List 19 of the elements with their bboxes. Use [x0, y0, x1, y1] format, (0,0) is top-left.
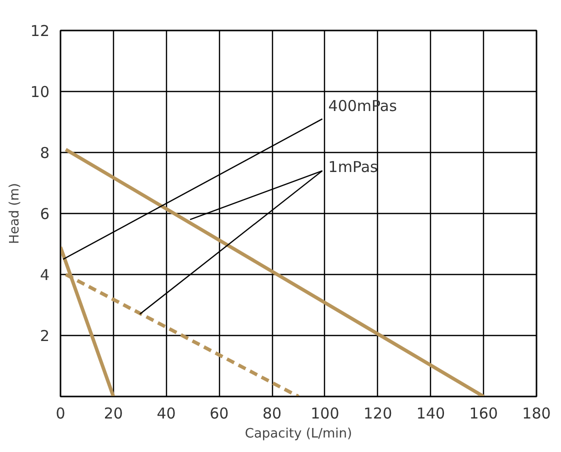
x-tick-label: 160: [469, 404, 498, 422]
y-tick-label: 2: [40, 327, 50, 345]
x-tick-label: 60: [210, 404, 229, 422]
y-tick-label: 10: [30, 83, 50, 101]
y-tick-label: 12: [30, 22, 50, 40]
y-tick-label: 8: [40, 144, 50, 162]
x-tick-label: 180: [522, 404, 551, 422]
x-tick-label: 0: [56, 404, 66, 422]
y-axis-title: Head (m): [7, 183, 22, 244]
x-tick-label: 120: [364, 404, 392, 422]
y-tick-label: 6: [40, 205, 50, 223]
x-tick-label: 80: [262, 404, 282, 422]
annotation: 1mPas: [328, 158, 378, 176]
y-tick-label: 4: [40, 266, 50, 284]
x-tick-label: 20: [104, 404, 123, 422]
x-tick-label: 40: [156, 404, 176, 422]
x-tick-label: 140: [416, 404, 446, 422]
x-axis-title: Capacity (L/min): [244, 426, 352, 442]
x-tick-label: 100: [310, 404, 340, 422]
